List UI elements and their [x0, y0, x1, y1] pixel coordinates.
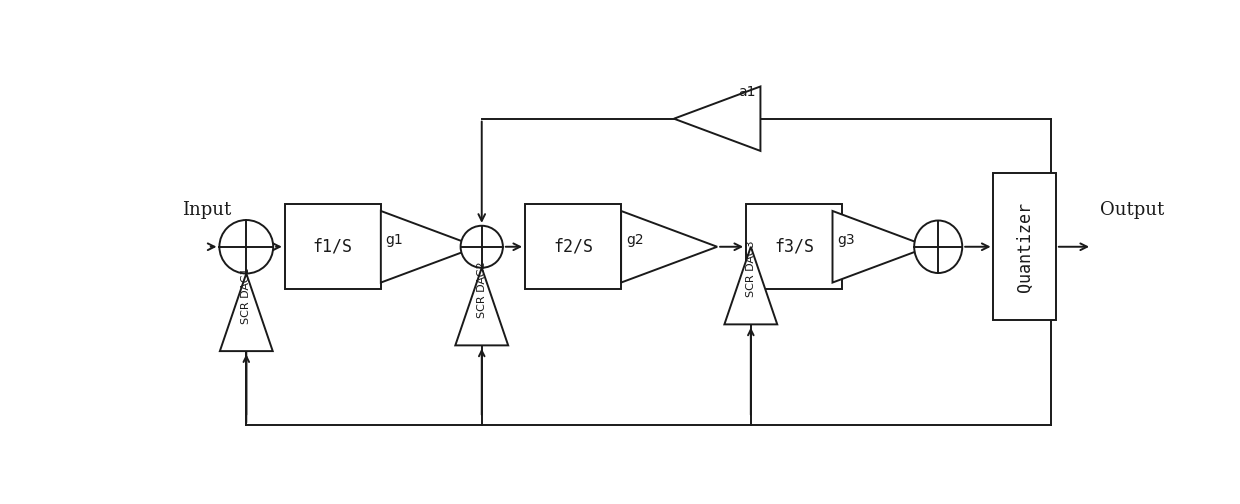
Text: g2: g2: [626, 233, 644, 246]
Text: SCR DAC1: SCR DAC1: [242, 267, 252, 324]
Bar: [285, 204, 381, 289]
Text: Quantizer: Quantizer: [1016, 202, 1034, 292]
Text: SCR DAC3: SCR DAC3: [745, 240, 756, 297]
Text: Input: Input: [182, 201, 231, 219]
Text: a1: a1: [738, 85, 755, 99]
Text: g1: g1: [386, 233, 403, 246]
Polygon shape: [675, 87, 760, 151]
Ellipse shape: [914, 221, 962, 273]
Text: f3/S: f3/S: [774, 238, 815, 256]
Polygon shape: [455, 268, 508, 345]
Polygon shape: [381, 211, 477, 283]
Text: Output: Output: [1100, 201, 1164, 219]
Ellipse shape: [460, 226, 503, 268]
Text: f1/S: f1/S: [312, 238, 353, 256]
Polygon shape: [621, 211, 717, 283]
Text: g3: g3: [837, 233, 854, 246]
Bar: [525, 204, 621, 289]
Polygon shape: [219, 274, 273, 351]
Text: SCR DAC2: SCR DAC2: [476, 262, 487, 318]
Bar: [993, 173, 1056, 321]
Polygon shape: [724, 247, 777, 325]
Text: f2/S: f2/S: [553, 238, 593, 256]
Ellipse shape: [219, 220, 273, 274]
Bar: [746, 204, 842, 289]
Polygon shape: [832, 211, 929, 283]
